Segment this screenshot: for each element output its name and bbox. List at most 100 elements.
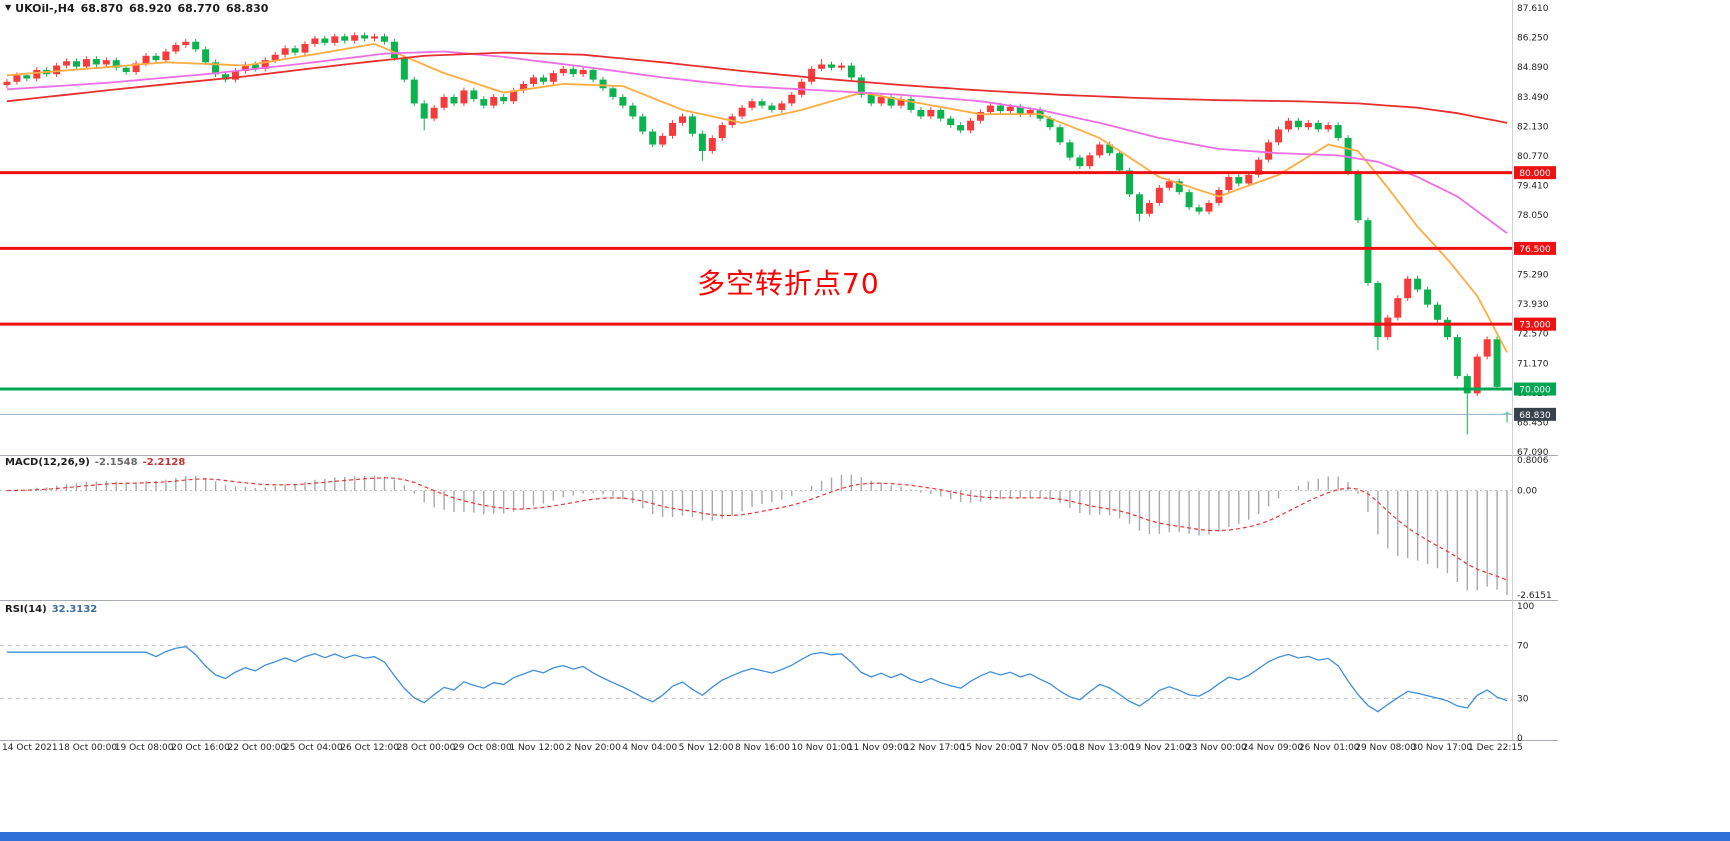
candle [102,60,110,65]
candle [1414,278,1422,290]
candle [261,60,269,69]
macd-signal-line [6,477,1508,581]
level-badge-80.000: 80.000 [1514,166,1556,180]
candle [1076,157,1084,167]
ohlc-low-value: 68.770 [177,2,220,15]
macd-signal-value: -2.2128 [142,457,186,468]
candle [132,63,140,73]
candle [877,96,885,104]
price-axis-label: 84.890 [1517,63,1549,73]
candle [1255,159,1263,175]
candle [500,96,508,102]
candle [73,61,81,67]
price-axis-label: 87.610 [1517,4,1549,14]
time-axis-label: 22 Oct 00:00 [228,743,287,753]
time-axis-label: 4 Nov 04:00 [622,743,677,753]
candle [53,65,61,75]
macd-axis-max: 0.8006 [1517,456,1549,466]
ma-fast-line [6,42,1508,353]
time-axis-label: 10 Nov 01:00 [791,743,852,753]
candle [251,64,259,69]
candle [222,74,230,80]
level-lines-layer [0,171,1512,391]
macd-main-value: -2.1548 [94,457,138,468]
time-axis-label: 19 Oct 08:00 [115,743,174,753]
candle [678,116,686,123]
candle [142,55,150,64]
price-axis-label: 68.450 [1517,419,1549,429]
candle [1265,142,1273,160]
candle [3,81,11,86]
moving-averages-layer [6,42,1508,353]
time-axis-label: 12 Nov 17:00 [904,743,965,753]
time-axis-label: 26 Nov 01:00 [1299,743,1360,753]
time-axis-label: 11 Nov 09:00 [848,743,909,753]
candle [182,41,190,45]
ohlc-high-value: 68.920 [129,2,172,15]
time-axis-label: 18 Nov 13:00 [1073,743,1134,753]
candle [828,64,836,68]
candle [1195,207,1203,212]
time-axis-label: 24 Nov 09:00 [1242,743,1303,753]
time-axis-label: 15 Nov 20:00 [961,743,1022,753]
candle [520,83,528,91]
collapse-triangle-icon[interactable]: ▼ [5,3,12,12]
candle [798,81,806,95]
level-badge-76.500: 76.500 [1514,241,1556,255]
candle [430,107,438,119]
candle [619,96,627,106]
candle [1424,289,1432,305]
separators [0,0,1558,741]
candle [311,38,319,44]
candle [1493,339,1501,387]
candle [371,36,379,39]
candle [589,69,597,80]
candles-layer [3,32,1511,435]
candle [818,64,826,69]
candle [758,101,766,106]
candle [291,48,299,53]
candle [281,48,289,55]
candle [301,43,309,53]
candle [390,41,398,58]
macd-name: MACD(12,26,9) [5,457,90,468]
price-axis-label: 86.250 [1517,33,1549,43]
candle [947,118,955,126]
annotation-text: 多空转折点70 [697,267,880,300]
candle [698,133,706,152]
candle [1235,176,1243,184]
candle [927,109,935,117]
candle [1314,122,1322,130]
candle [1294,120,1302,128]
price-axis-label: 80.770 [1517,152,1549,162]
rsi-layer: 100 70 30 0 [0,602,1534,744]
time-axis-label: 2 Nov 20:00 [566,743,621,753]
rsi-axis-label: 30 [1517,694,1529,704]
candle [470,90,478,100]
candle [82,59,90,67]
price-axis-label: 79.410 [1517,181,1549,191]
candle [480,99,488,106]
candle [738,107,746,117]
candle [162,51,170,61]
candle [708,138,716,152]
macd-layer: 0.8006 0.00 -2.6151 [0,456,1552,601]
candle [440,96,448,108]
candle [1394,298,1402,318]
candle [1096,144,1104,156]
macd-axis-min: -2.6151 [1517,591,1552,601]
ma-mid-line [6,50,1508,234]
candle [1463,376,1471,394]
time-axis-label: 28 Oct 00:00 [397,743,456,753]
candle [1086,155,1094,167]
candle [778,103,786,110]
price-axis-label: 82.130 [1517,123,1549,133]
candle [122,67,130,73]
macd-indicator-label: MACD(12,26,9) -2.1548 -2.2128 [5,457,190,468]
candle [490,96,498,106]
candle [341,36,349,41]
candle [549,73,557,82]
